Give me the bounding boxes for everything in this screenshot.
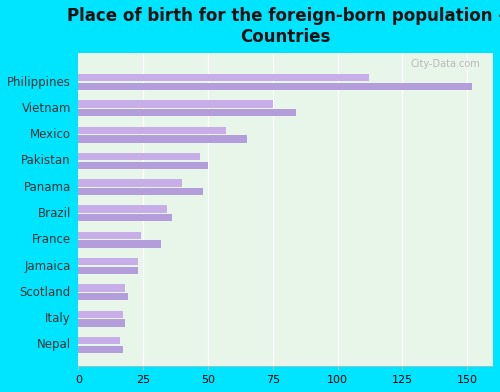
Bar xyxy=(78,135,247,143)
Title: Place of birth for the foreign-born population -
Countries: Place of birth for the foreign-born popu… xyxy=(66,7,500,46)
Bar xyxy=(78,109,296,116)
Bar xyxy=(78,319,125,327)
Bar xyxy=(78,267,138,274)
Bar xyxy=(78,214,172,221)
Bar xyxy=(78,284,125,292)
Bar xyxy=(78,205,166,213)
Bar xyxy=(78,240,162,248)
Bar xyxy=(78,337,120,344)
Bar xyxy=(78,293,128,300)
Bar xyxy=(78,74,368,82)
Bar xyxy=(78,179,182,187)
Bar xyxy=(78,127,226,134)
Bar xyxy=(78,345,122,353)
Bar xyxy=(78,100,273,108)
Bar xyxy=(78,188,203,195)
Bar xyxy=(78,258,138,265)
Bar xyxy=(78,153,200,160)
Bar xyxy=(78,310,122,318)
Bar xyxy=(78,83,472,90)
Bar xyxy=(78,232,140,239)
Text: City-Data.com: City-Data.com xyxy=(411,59,480,69)
Bar xyxy=(78,162,208,169)
